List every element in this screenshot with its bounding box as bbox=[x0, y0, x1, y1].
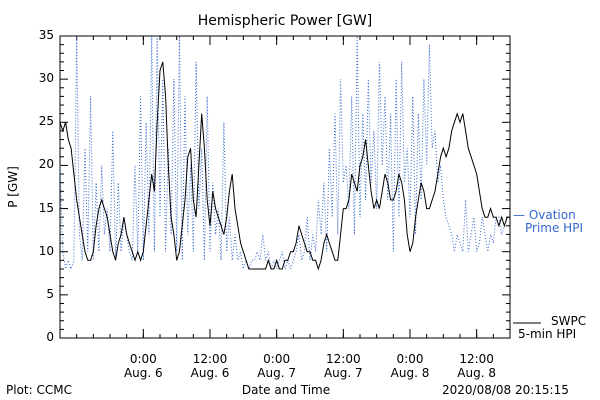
footer-timestamp: 2020/08/08 20:15:15 bbox=[442, 383, 569, 397]
x-tick-time-label: 0:00 bbox=[396, 352, 424, 366]
legend-ovation-line1: — Ovation bbox=[513, 208, 576, 222]
y-tick-label: 35 bbox=[38, 28, 54, 42]
y-axis-label: P [GW] bbox=[6, 166, 20, 208]
x-axis bbox=[59, 36, 511, 338]
y-tick-label: 0 bbox=[46, 330, 54, 344]
x-tick-date-label: Aug. 8 bbox=[457, 366, 496, 380]
y-tick-label: 20 bbox=[38, 157, 54, 172]
x-tick-time-label: 12:00 bbox=[192, 352, 228, 366]
x-tick-date-label: Aug. 6 bbox=[190, 366, 230, 380]
chart-title: Hemispheric Power [GW] bbox=[197, 13, 373, 29]
series-line-swpc-5-min-hpi bbox=[59, 61, 510, 271]
legend-ovation-line2: Prime HPI bbox=[525, 221, 583, 235]
y-tick-label: 10 bbox=[38, 243, 54, 258]
legend-swpc-line2: 5-min HPI bbox=[518, 327, 577, 341]
series-line-ovation-prime-hpi bbox=[59, 35, 510, 271]
x-tick-date-label: Aug. 7 bbox=[257, 366, 296, 380]
x-tick-date-label: Aug. 8 bbox=[390, 366, 430, 380]
x-tick-date-label: Aug. 6 bbox=[123, 366, 163, 380]
plot-area bbox=[59, 35, 511, 339]
y-tick-label: 5 bbox=[46, 286, 54, 301]
x-tick-time-label: 12:00 bbox=[459, 352, 494, 366]
y-axis bbox=[60, 35, 510, 339]
x-tick-time-label: 12:00 bbox=[326, 352, 361, 366]
x-tick-time-label: 0:00 bbox=[129, 352, 157, 366]
y-tick-label: 30 bbox=[38, 71, 54, 86]
x-tick-time-label: 0:00 bbox=[263, 352, 291, 366]
y-tick-label: 25 bbox=[38, 114, 54, 129]
legend-swpc-line1: SWPC bbox=[551, 314, 587, 328]
x-tick-date-label: Aug. 7 bbox=[323, 366, 363, 380]
y-tick-label: 15 bbox=[38, 200, 54, 215]
x-axis-label: Date and Time bbox=[241, 383, 331, 397]
footer-left: Plot: CCMC bbox=[6, 383, 72, 397]
